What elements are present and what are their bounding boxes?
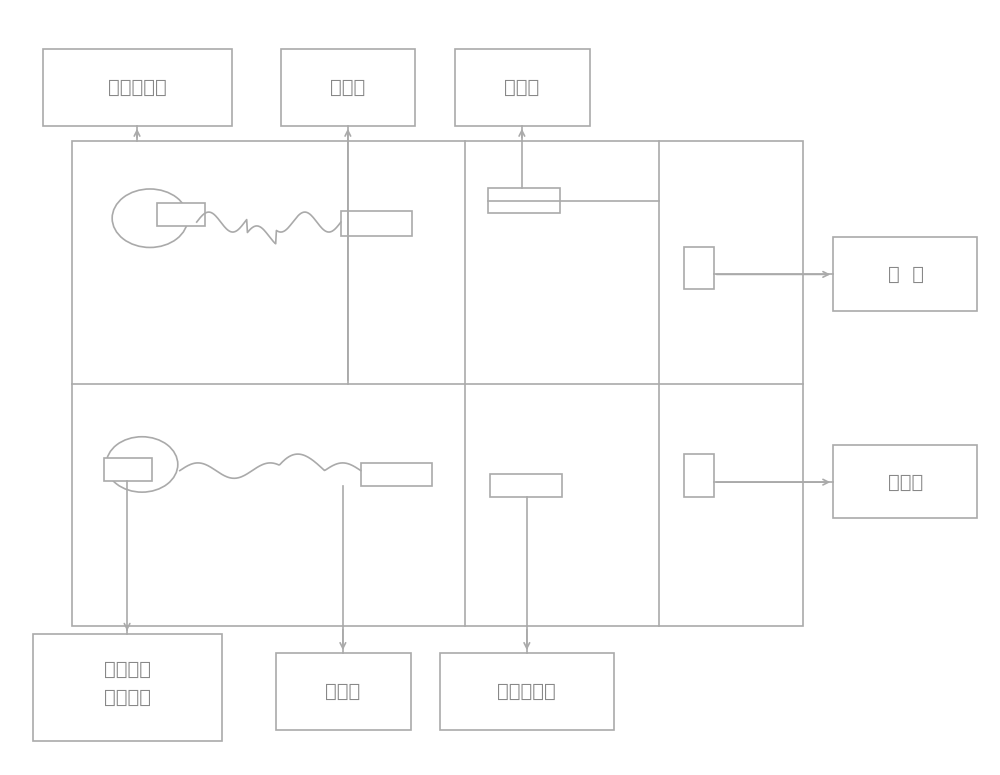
- Text: 控制台: 控制台: [325, 682, 361, 701]
- FancyBboxPatch shape: [157, 203, 205, 226]
- FancyBboxPatch shape: [455, 49, 590, 126]
- Text: 深地层原
位触探仪: 深地层原 位触探仪: [104, 660, 151, 708]
- FancyBboxPatch shape: [361, 463, 432, 486]
- FancyBboxPatch shape: [43, 49, 232, 126]
- FancyBboxPatch shape: [833, 237, 977, 311]
- FancyBboxPatch shape: [684, 454, 714, 497]
- FancyBboxPatch shape: [440, 653, 614, 730]
- FancyBboxPatch shape: [488, 188, 560, 213]
- FancyBboxPatch shape: [490, 474, 562, 497]
- FancyBboxPatch shape: [104, 458, 152, 481]
- Text: 静力触探仪: 静力触探仪: [108, 78, 166, 97]
- FancyBboxPatch shape: [341, 212, 412, 236]
- Text: 控制台: 控制台: [330, 78, 365, 97]
- FancyBboxPatch shape: [33, 634, 222, 742]
- FancyBboxPatch shape: [276, 653, 411, 730]
- Text: 工具筱: 工具筱: [888, 473, 923, 491]
- FancyBboxPatch shape: [281, 49, 415, 126]
- Text: 水  筱: 水 筱: [888, 265, 924, 284]
- Text: 窥视成像仪: 窥视成像仪: [497, 682, 556, 701]
- FancyBboxPatch shape: [833, 445, 977, 518]
- FancyBboxPatch shape: [684, 246, 714, 289]
- Text: 电瓶组: 电瓶组: [504, 78, 540, 97]
- FancyBboxPatch shape: [72, 141, 803, 626]
